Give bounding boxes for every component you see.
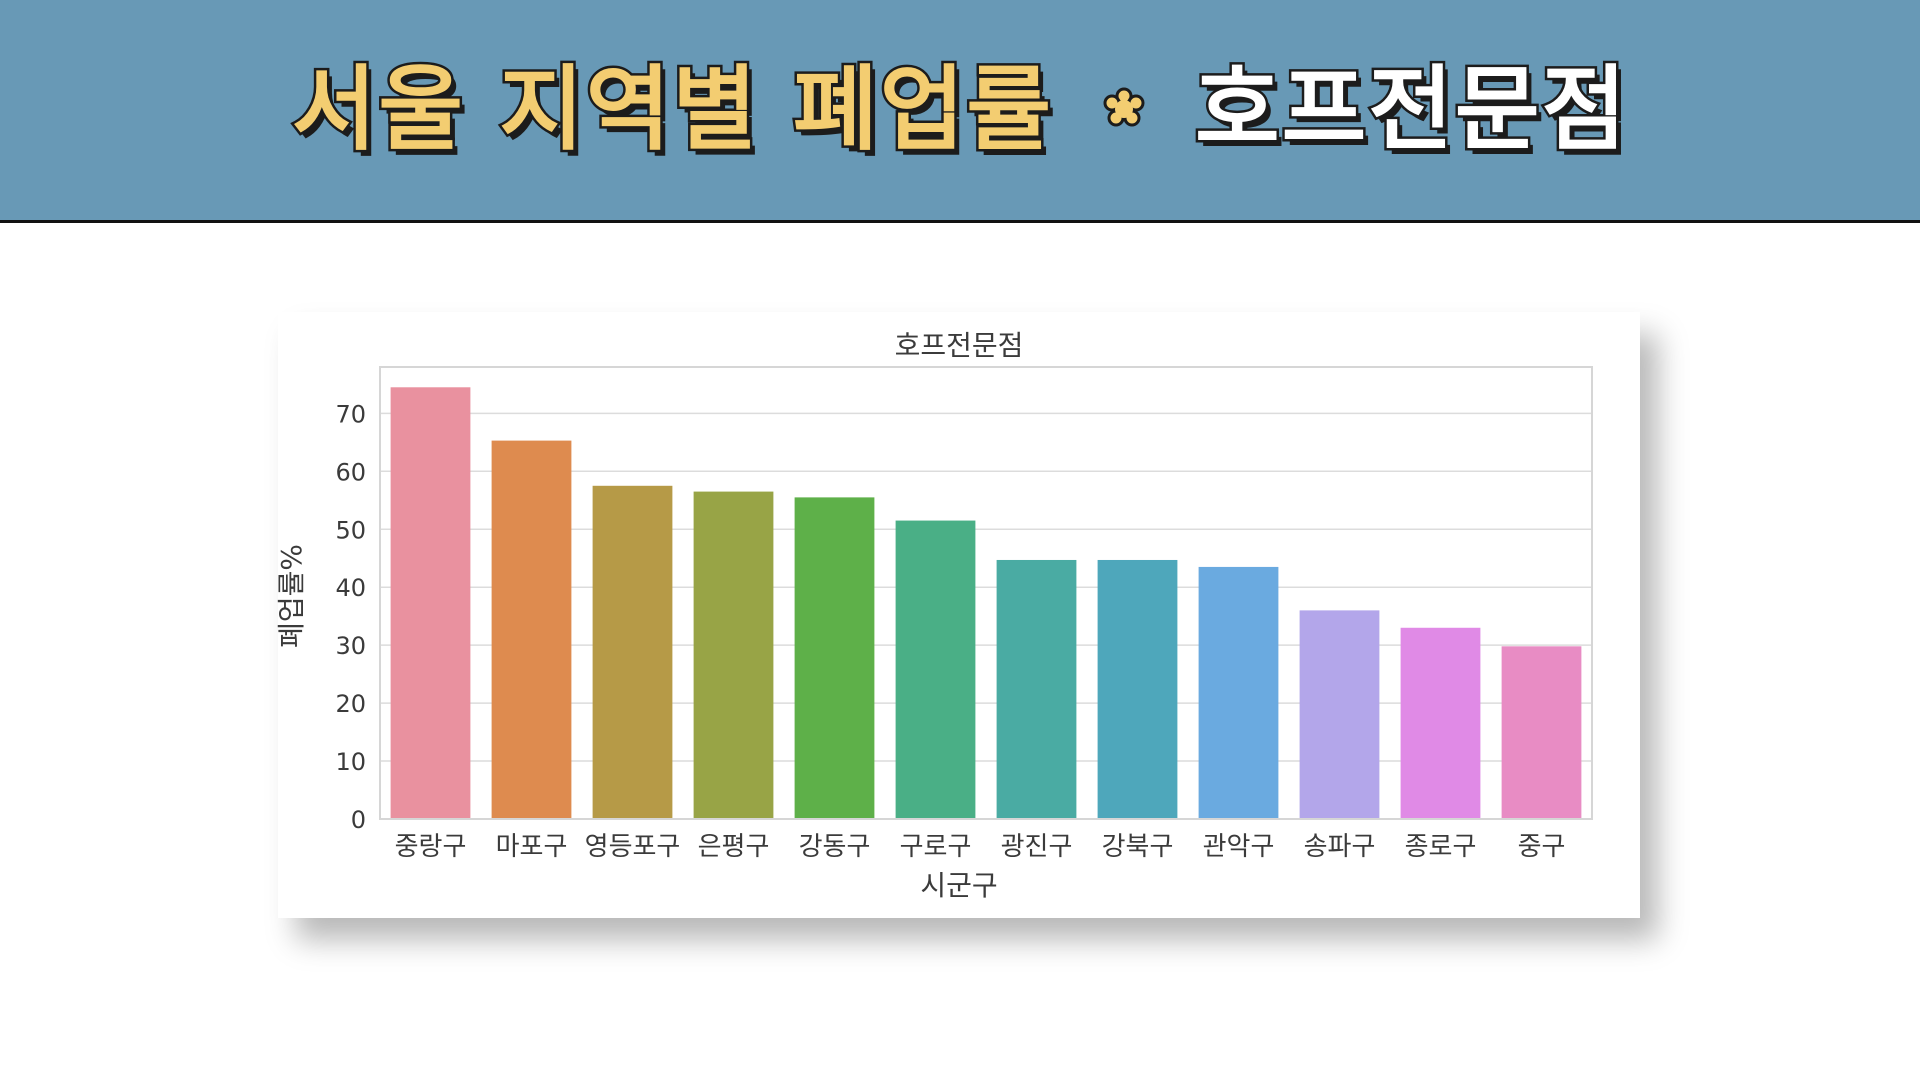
y-tick-label: 10 — [335, 748, 366, 776]
title-region: 서울 지역별 폐업률 — [289, 56, 1053, 163]
x-tick-label: 송파구 — [1304, 832, 1376, 862]
chart-card: 호프전문점 0 10 20 30 40 50 60 70 중랑구 마포구 영등포구 은평구 강동구 구로구… — [278, 312, 1640, 918]
x-tick-label: 마포구 — [496, 832, 568, 862]
y-tick-label: 0 — [351, 806, 366, 834]
bar-chart: 0 10 20 30 40 50 60 70 중랑구 마포구 영등포구 은평구 강동구 구로구 광진구 강북구… — [335, 366, 1593, 862]
bar — [1198, 566, 1279, 819]
flower-icon — [1103, 87, 1145, 127]
bar — [996, 559, 1077, 819]
bar — [592, 485, 673, 819]
x-tick-label: 구로구 — [900, 832, 972, 862]
header-title: 서울 지역별 폐업률 호프전문점 — [0, 0, 1920, 220]
y-tick-label: 60 — [335, 458, 366, 486]
x-tick-label: 관악구 — [1203, 832, 1275, 862]
bar — [1299, 610, 1380, 819]
x-tick-label: 강북구 — [1102, 832, 1174, 862]
bar — [1097, 559, 1178, 819]
y-tick-label: 70 — [335, 400, 366, 428]
bar — [1400, 627, 1481, 819]
bar — [491, 440, 572, 819]
x-tick-label: 종로구 — [1405, 832, 1477, 862]
bar — [693, 491, 774, 819]
bar — [895, 520, 976, 819]
x-tick-label: 중구 — [1518, 832, 1566, 862]
x-axis-label: 시군구 — [920, 869, 998, 902]
x-tick-label: 영등포구 — [585, 832, 681, 862]
y-tick-label: 20 — [335, 690, 366, 718]
x-tick-label: 은평구 — [698, 832, 770, 862]
header-banner: 서울 지역별 폐업률 호프전문점 — [0, 0, 1920, 223]
y-axis-label: 폐업률% — [275, 544, 308, 648]
plot-frame — [379, 366, 1593, 820]
y-tick-label: 30 — [335, 632, 366, 660]
x-tick-label: 강동구 — [799, 832, 871, 862]
y-tick-label: 50 — [335, 516, 366, 544]
y-tick-label: 40 — [335, 574, 366, 602]
bar — [794, 497, 875, 819]
chart-title: 호프전문점 — [894, 329, 1024, 362]
bar — [390, 387, 471, 819]
x-tick-label: 광진구 — [1001, 832, 1073, 862]
bar — [1501, 646, 1582, 819]
title-category: 호프전문점 — [1192, 56, 1629, 163]
x-tick-label: 중랑구 — [395, 832, 467, 862]
